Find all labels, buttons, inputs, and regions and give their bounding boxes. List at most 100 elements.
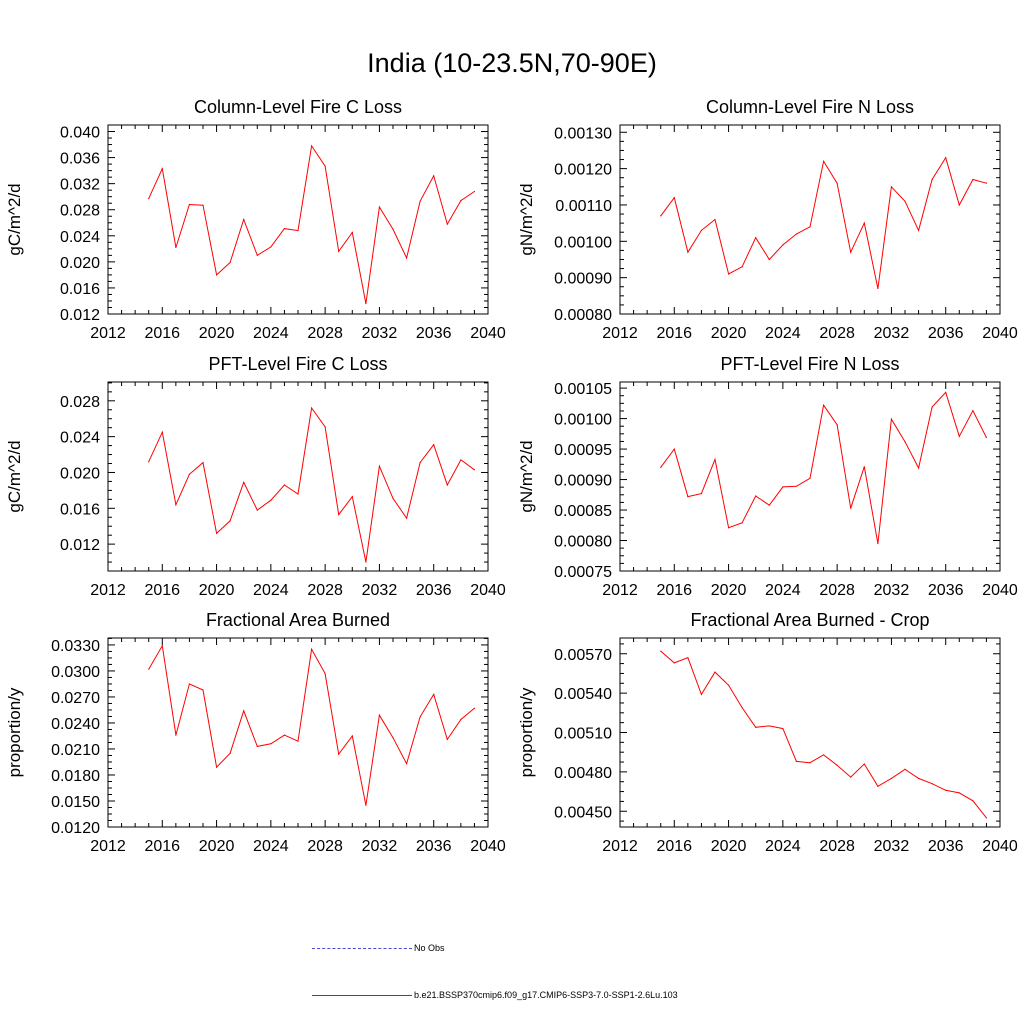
data-point bbox=[782, 727, 784, 730]
data-point bbox=[283, 228, 286, 230]
x-tick-label: 2040 bbox=[470, 838, 506, 855]
chart-panel-4: PFT-Level Fire N Loss gN/m^2/d 2012 2016 202… bbox=[517, 354, 1018, 599]
data-point bbox=[365, 804, 367, 806]
data-point bbox=[958, 204, 960, 206]
y-tick-label: 0.012 bbox=[60, 537, 100, 554]
data-point bbox=[931, 783, 933, 785]
y-tick-label: 0.016 bbox=[60, 501, 100, 518]
y-tick-label: 0.00570 bbox=[554, 647, 612, 664]
data-point bbox=[863, 222, 865, 224]
data-point bbox=[904, 768, 906, 770]
x-tick-label: 2016 bbox=[656, 325, 692, 342]
data-point bbox=[270, 743, 272, 745]
y-tick-label: 0.0210 bbox=[51, 742, 100, 759]
data-point bbox=[809, 477, 811, 479]
data-point bbox=[338, 250, 340, 253]
data-point bbox=[917, 229, 920, 232]
data-point bbox=[405, 257, 408, 259]
x-tick-label: 2024 bbox=[253, 325, 289, 342]
x-tick-label: 2040 bbox=[470, 325, 506, 342]
data-point bbox=[392, 497, 394, 500]
data-point bbox=[768, 725, 770, 727]
data-point bbox=[782, 244, 784, 246]
data-point bbox=[958, 435, 960, 437]
y-tick-label: 0.036 bbox=[60, 151, 100, 168]
data-point bbox=[809, 762, 811, 764]
data-point bbox=[473, 190, 476, 193]
chart-title: PFT-Level Fire C Loss bbox=[208, 354, 387, 374]
data-point bbox=[215, 532, 218, 534]
y-tick-label: 0.0120 bbox=[51, 820, 100, 837]
y-tick-label: 0.0150 bbox=[51, 794, 100, 811]
chart-panel-5: Fractional Area Burned proportion/y 2012 20… bbox=[5, 610, 506, 855]
y-tick-label: 0.00090 bbox=[554, 473, 612, 490]
data-point bbox=[324, 165, 326, 167]
data-point bbox=[433, 175, 435, 177]
chart-panel-6: Fractional Area Burned - Crop proportion/… bbox=[517, 610, 1018, 855]
legend-solid-line bbox=[312, 994, 412, 996]
data-point bbox=[365, 561, 367, 563]
data-point bbox=[473, 469, 476, 471]
y-tick-label: 0.024 bbox=[60, 229, 100, 246]
data-point bbox=[378, 206, 381, 208]
data-point bbox=[660, 215, 662, 217]
data-point bbox=[310, 407, 313, 409]
y-tick-label: 0.00095 bbox=[554, 442, 612, 459]
data-point bbox=[931, 178, 933, 181]
x-tick-label: 2024 bbox=[765, 582, 801, 599]
data-point bbox=[673, 448, 675, 450]
data-point bbox=[229, 261, 231, 264]
y-tick-label: 0.00090 bbox=[554, 271, 612, 288]
data-point bbox=[931, 406, 933, 408]
data-point bbox=[673, 197, 675, 199]
data-point bbox=[419, 200, 421, 202]
data-point bbox=[297, 740, 299, 742]
data-point bbox=[904, 441, 906, 443]
data-point bbox=[741, 706, 743, 709]
x-tick-label: 2028 bbox=[307, 325, 343, 342]
series-line bbox=[660, 650, 987, 819]
data-point bbox=[324, 426, 326, 428]
data-point bbox=[446, 484, 448, 486]
data-point bbox=[945, 789, 947, 791]
data-point bbox=[256, 509, 258, 511]
x-tick-label: 2012 bbox=[602, 325, 638, 342]
y-axis-label: gC/m^2/d bbox=[5, 183, 24, 255]
data-point bbox=[433, 693, 435, 695]
y-tick-label: 0.040 bbox=[60, 125, 100, 142]
y-tick-label: 0.024 bbox=[60, 430, 100, 447]
data-point bbox=[215, 766, 218, 768]
data-point bbox=[446, 223, 448, 225]
y-tick-label: 0.020 bbox=[60, 465, 100, 482]
x-tick-label: 2020 bbox=[199, 838, 235, 855]
x-tick-label: 2036 bbox=[416, 582, 452, 599]
data-point bbox=[850, 251, 852, 253]
legend-label-model-run: b.e21.BSSP370cmip6.f09_g17.CMIP6-SSP3-7.… bbox=[414, 990, 678, 1000]
x-tick-label: 2032 bbox=[874, 582, 910, 599]
x-tick-label: 2036 bbox=[416, 325, 452, 342]
x-tick-label: 2028 bbox=[307, 582, 343, 599]
x-tick-label: 2036 bbox=[928, 838, 964, 855]
data-point bbox=[433, 444, 435, 446]
data-point bbox=[836, 182, 838, 184]
x-tick-label: 2016 bbox=[144, 582, 180, 599]
data-point bbox=[310, 145, 313, 147]
data-point bbox=[768, 504, 770, 506]
data-point bbox=[660, 650, 662, 652]
x-tick-label: 2040 bbox=[470, 582, 506, 599]
data-point bbox=[229, 520, 231, 522]
x-tick-label: 2032 bbox=[362, 582, 398, 599]
y-axis-label: gN/m^2/d bbox=[517, 183, 536, 255]
data-point bbox=[850, 507, 852, 509]
data-point bbox=[850, 776, 852, 778]
data-point bbox=[283, 734, 286, 736]
data-point bbox=[148, 461, 150, 463]
x-tick-label: 2036 bbox=[928, 325, 964, 342]
data-point bbox=[836, 424, 838, 426]
data-point bbox=[392, 228, 394, 230]
data-point bbox=[351, 496, 353, 498]
y-tick-label: 0.028 bbox=[60, 394, 100, 411]
y-tick-label: 0.00480 bbox=[554, 765, 612, 782]
data-point bbox=[727, 527, 730, 529]
